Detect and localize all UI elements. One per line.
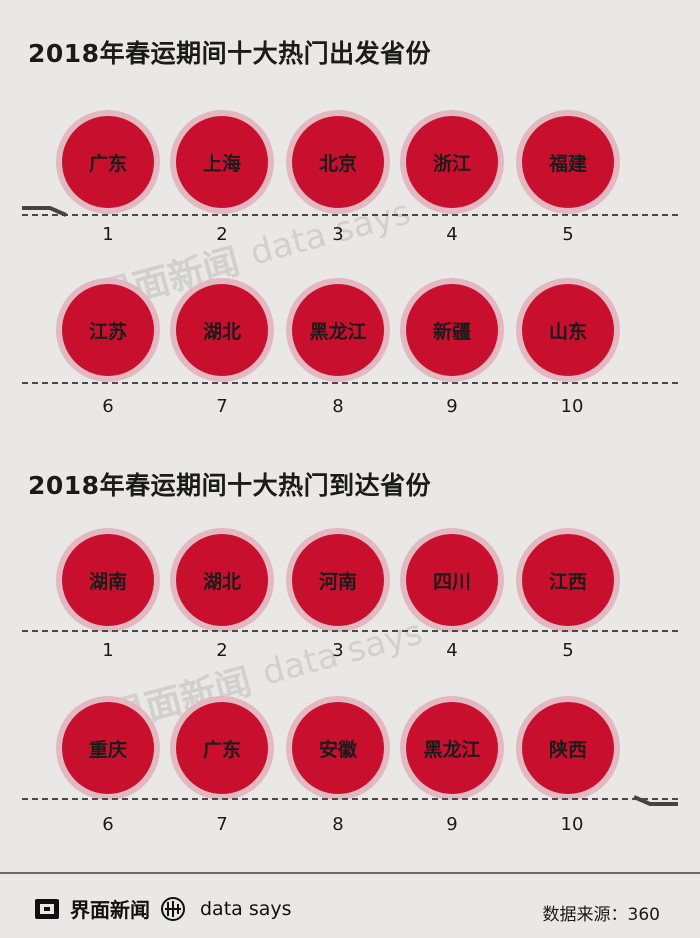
rank-number: 4	[446, 640, 458, 661]
province-circle: 湖南	[56, 528, 160, 632]
section-title-departure: 2018年春运期间十大热门出发省份	[28, 39, 432, 68]
province-name: 湖北	[202, 320, 241, 343]
province-circle: 浙江	[400, 110, 504, 214]
province-name: 广东	[88, 152, 127, 175]
rank-number: 8	[332, 814, 344, 835]
jiemian-logo-icon	[35, 898, 59, 919]
province-name: 湖南	[88, 570, 127, 593]
footer-tagline: data says	[200, 897, 292, 920]
data-source: 数据来源：360	[542, 905, 660, 925]
province-circle: 黑龙江	[400, 696, 504, 800]
province-name: 江苏	[88, 320, 127, 343]
province-circle: 广东	[56, 110, 160, 214]
province-name: 新疆	[432, 320, 471, 343]
province-circle: 河南	[286, 528, 390, 632]
flow-arrow-icon	[22, 206, 67, 217]
rank-number: 6	[102, 396, 114, 417]
province-circle: 安徽	[286, 696, 390, 800]
province-circle: 广东	[170, 696, 274, 800]
rank-number: 7	[216, 396, 228, 417]
arrival-row-2: 重庆 广东 安徽 黑龙江 陕西 6 7 8 9 10	[0, 696, 700, 846]
province-circle: 湖北	[170, 278, 274, 382]
province-circle: 新疆	[400, 278, 504, 382]
province-name: 河南	[318, 570, 357, 593]
province-circle: 江西	[516, 528, 620, 632]
rank-number: 10	[560, 814, 584, 835]
province-circle: 江苏	[56, 278, 160, 382]
dashed-baseline	[22, 630, 678, 632]
province-name: 广东	[202, 738, 241, 761]
province-name: 上海	[202, 152, 241, 175]
departure-row-1: 广东 上海 北京 浙江 福建 1 2 3 4 5	[0, 110, 700, 260]
province-circle: 陕西	[516, 696, 620, 800]
rank-number: 3	[332, 640, 344, 661]
data-says-logo-icon	[161, 896, 185, 921]
rank-number: 5	[562, 224, 574, 245]
rank-number: 10	[560, 396, 584, 417]
rank-number: 9	[446, 814, 458, 835]
province-circle: 重庆	[56, 696, 160, 800]
footer-divider	[0, 872, 700, 874]
province-circle: 黑龙江	[286, 278, 390, 382]
rank-number: 2	[216, 224, 228, 245]
dashed-baseline	[22, 214, 678, 216]
province-name: 四川	[432, 570, 471, 593]
rank-number: 9	[446, 396, 458, 417]
flow-arrow-icon	[633, 795, 678, 806]
province-name: 江西	[548, 570, 587, 593]
dashed-baseline	[22, 798, 678, 800]
province-circle: 湖北	[170, 528, 274, 632]
rank-number: 4	[446, 224, 458, 245]
rank-number: 1	[102, 640, 114, 661]
footer-brand-name: 界面新闻	[70, 898, 150, 922]
province-circle: 北京	[286, 110, 390, 214]
province-circle: 福建	[516, 110, 620, 214]
province-circle: 四川	[400, 528, 504, 632]
province-circle: 山东	[516, 278, 620, 382]
rank-number: 7	[216, 814, 228, 835]
province-name: 湖北	[202, 570, 241, 593]
province-name: 浙江	[432, 152, 471, 175]
province-circle: 上海	[170, 110, 274, 214]
province-name: 黑龙江	[423, 738, 481, 761]
rank-number: 8	[332, 396, 344, 417]
province-name: 陕西	[548, 738, 587, 761]
province-name: 黑龙江	[309, 320, 367, 343]
rank-number: 1	[102, 224, 114, 245]
province-name: 北京	[318, 152, 357, 175]
rank-number: 3	[332, 224, 344, 245]
rank-number: 5	[562, 640, 574, 661]
province-name: 福建	[548, 152, 587, 175]
province-name: 重庆	[88, 738, 127, 761]
departure-row-2: 江苏 湖北 黑龙江 新疆 山东 6 7 8 9 10	[0, 278, 700, 428]
arrival-row-1: 湖南 湖北 河南 四川 江西 1 2 3 4 5	[0, 528, 700, 678]
rank-number: 6	[102, 814, 114, 835]
rank-number: 2	[216, 640, 228, 661]
section-title-arrival: 2018年春运期间十大热门到达省份	[28, 471, 432, 500]
dashed-baseline	[22, 382, 678, 384]
province-name: 安徽	[318, 738, 357, 761]
footer-brand: 界面新闻 data says	[34, 894, 292, 923]
province-name: 山东	[548, 320, 587, 343]
